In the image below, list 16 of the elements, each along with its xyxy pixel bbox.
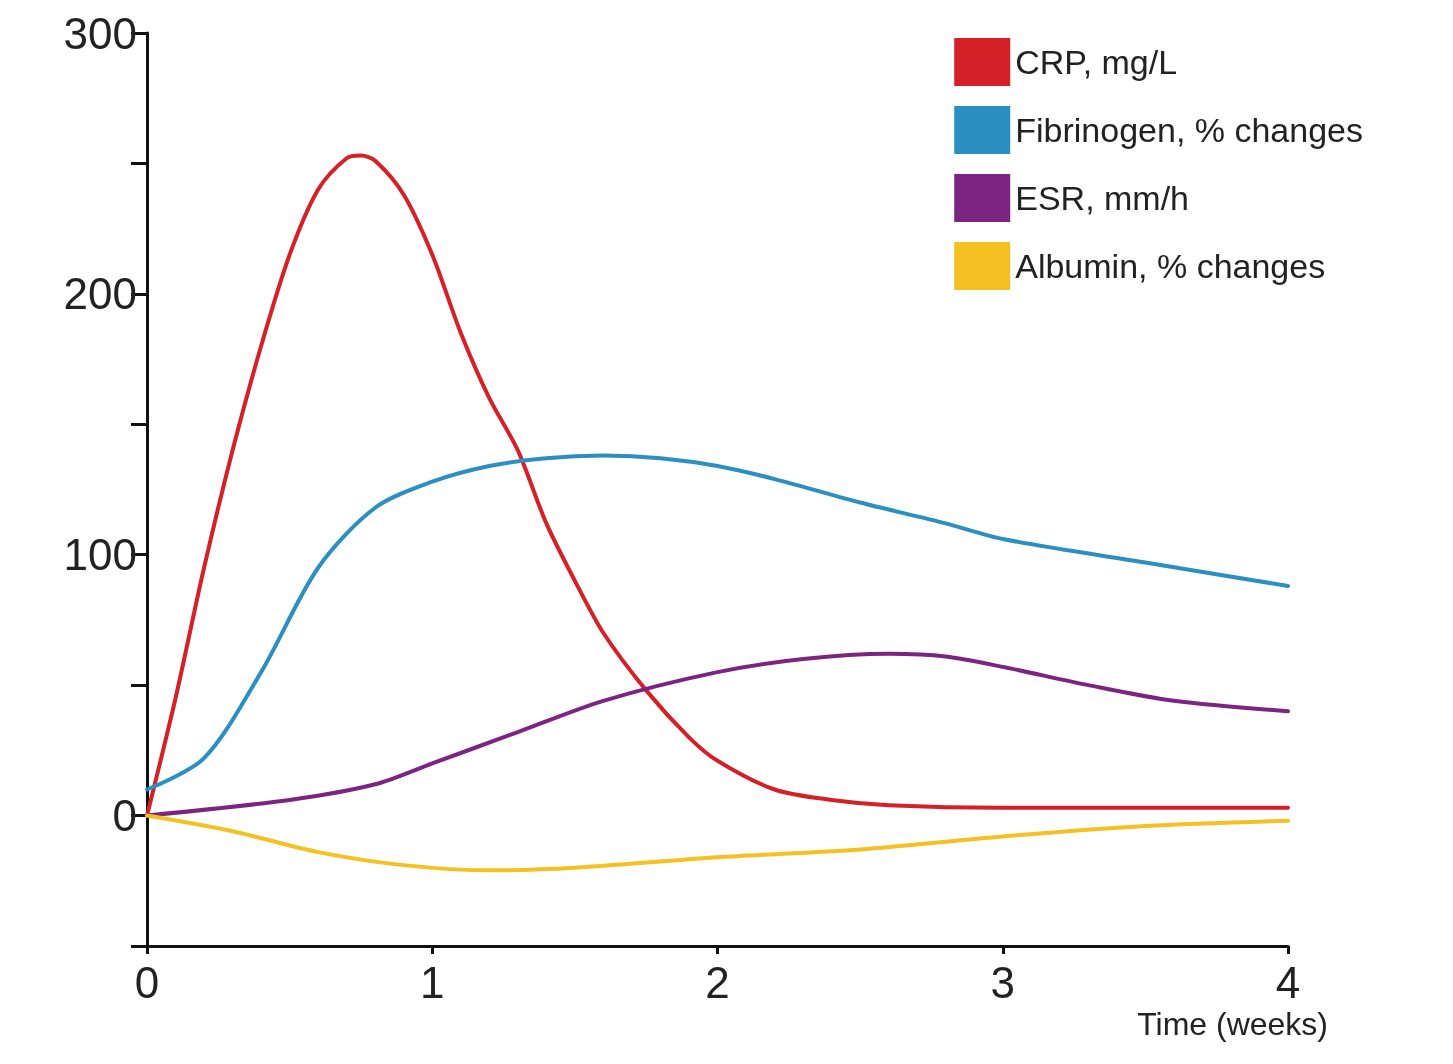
line-series (145, 813, 1290, 873)
y-tick-label: 0 (112, 791, 137, 841)
x-axis-title: Time (weeks) (1137, 1006, 1328, 1042)
legend-label: ESR, mm/h (1015, 179, 1190, 217)
x-tick-label: 4 (1275, 957, 1301, 1007)
x-tick-label: 1 (420, 957, 445, 1007)
legend-label: CRP, mg/L (1015, 43, 1178, 81)
x-tick-label: 3 (990, 957, 1015, 1007)
x-tick-label: 2 (705, 957, 730, 1007)
y-tick-label: 300 (63, 8, 137, 58)
legend-label: Fibrinogen, % changes (1015, 111, 1364, 149)
y-tick-label: 200 (63, 269, 137, 319)
legend-label: Albumin, % changes (1015, 247, 1326, 285)
line-series (145, 651, 1290, 818)
line-series (145, 453, 1290, 792)
y-tick-label: 100 (63, 530, 137, 580)
